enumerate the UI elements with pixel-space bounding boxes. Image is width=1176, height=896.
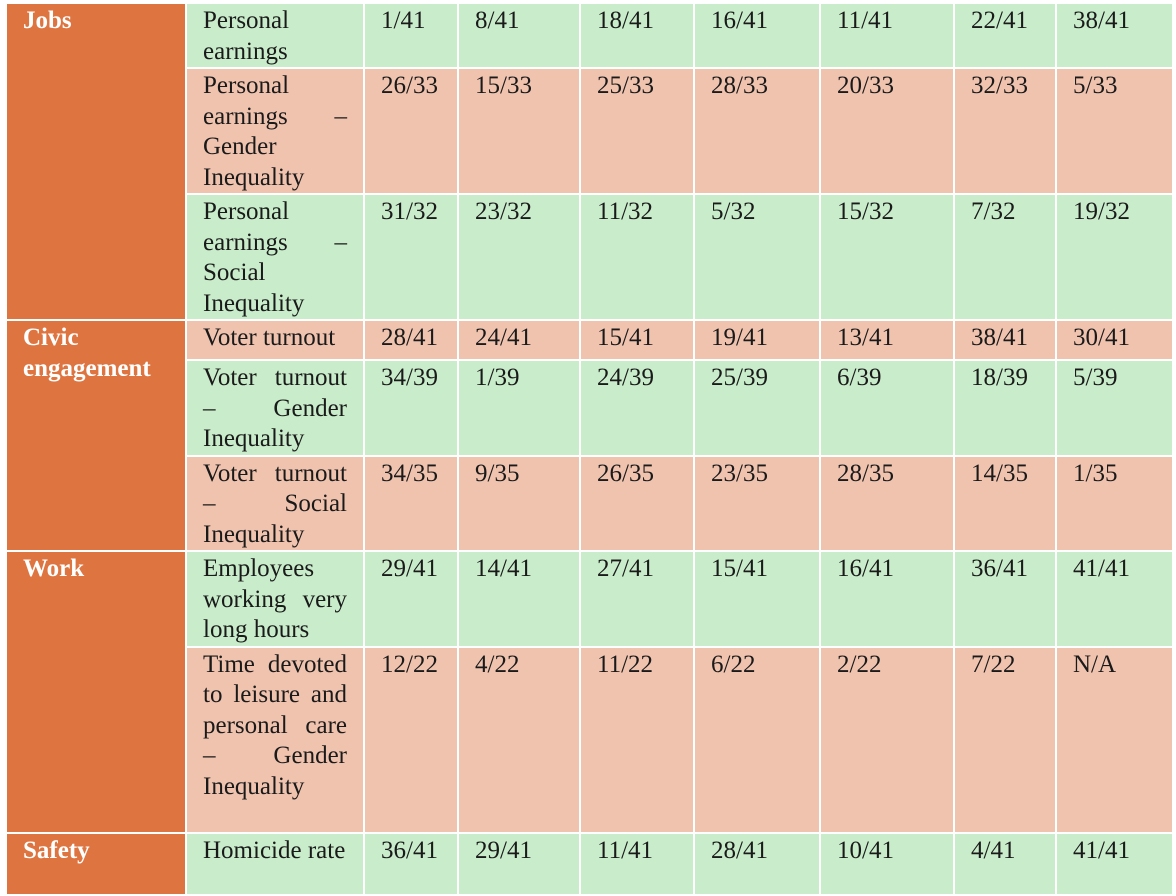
rank-cell: 38/41 (1055, 2, 1174, 69)
category-cell-safety: Safety (5, 831, 187, 896)
rank-cell: 23/35 (693, 454, 821, 552)
rank-cell: 34/35 (363, 454, 459, 552)
rank-cell: N/A (1055, 645, 1174, 834)
rank-cell: 5/33 (1055, 67, 1174, 195)
indicator-cell: Voter turnout – Social Inequality (185, 454, 365, 552)
table-row: Personal earnings – Social Inequality 31… (6, 193, 1174, 321)
rank-cell: 4/41 (953, 831, 1057, 896)
rank-cell: 9/35 (457, 454, 581, 552)
table-row: Work Employees working very long hours 2… (5, 550, 1174, 834)
rank-cell: 22/41 (953, 2, 1057, 69)
rank-cell: 20/33 (819, 67, 955, 195)
rank-cell: 36/41 (363, 831, 459, 896)
indicator-cell: Voter turnout (185, 319, 365, 361)
indicator-cell: Homicide rate (185, 831, 365, 896)
rank-cell: 15/41 (579, 319, 695, 361)
rank-cell: 25/39 (693, 359, 821, 457)
rank-cell: 30/41 (1055, 319, 1174, 361)
category-cell-jobs: Jobs (5, 2, 187, 321)
rank-cell: 31/32 (363, 193, 459, 321)
table-row: Civic engagement Voter turnout 28/41 24/… (5, 319, 1174, 552)
indicator-cell: Personal earnings – Social Inequality (185, 193, 365, 321)
rank-cell: 28/35 (819, 454, 955, 552)
table-row: Safety Homicide rate 36/41 29/41 11/41 2… (5, 831, 1174, 896)
rank-cell: 1/39 (457, 359, 581, 457)
indicator-cell: Voter turnout – Gender Inequality (185, 359, 365, 457)
rank-cell: 6/39 (819, 359, 955, 457)
rank-cell: 13/41 (819, 319, 955, 361)
rank-cell: 41/41 (1055, 550, 1174, 648)
rank-cell: 7/32 (953, 193, 1057, 321)
rank-cell: 36/41 (953, 550, 1057, 648)
category-cell-work: Work (5, 550, 187, 834)
rank-cell: 29/41 (363, 550, 459, 648)
rank-cell: 1/41 (363, 2, 459, 69)
rank-cell: 10/41 (819, 831, 955, 896)
rank-cell: 26/33 (363, 67, 459, 195)
rank-cell: 1/35 (1055, 454, 1174, 552)
rank-cell: 5/32 (693, 193, 821, 321)
rank-cell: 18/39 (953, 359, 1057, 457)
rank-cell: 26/35 (579, 454, 695, 552)
rank-cell: 38/41 (953, 319, 1057, 361)
rank-cell: 19/32 (1055, 193, 1174, 321)
rank-cell: 7/22 (953, 645, 1057, 834)
rank-cell: 16/41 (819, 550, 955, 648)
rank-cell: 5/39 (1055, 359, 1174, 457)
rank-cell: 11/22 (579, 645, 695, 834)
table-row: Voter turnout – Social Inequality 34/35 … (6, 454, 1174, 552)
indicator-cell: Personal earnings – Gender Inequality (185, 67, 365, 195)
rank-cell: 28/33 (693, 67, 821, 195)
rank-cell: 32/33 (953, 67, 1057, 195)
indicator-cell: Personal earnings (185, 2, 365, 69)
rank-cell: 19/41 (693, 319, 821, 361)
ranking-table: Jobs Personal earnings 1/41 8/41 18/41 1… (5, 2, 1174, 896)
rank-cell: 24/39 (579, 359, 695, 457)
rank-cell: 28/41 (693, 831, 821, 896)
category-cell-civic-engagement: Civic engagement (5, 319, 187, 552)
indicator-cell: Time devoted to leisure and personal car… (185, 645, 365, 834)
rank-cell: 8/41 (457, 2, 581, 69)
rank-cell: 14/35 (953, 454, 1057, 552)
rank-cell: 34/39 (363, 359, 459, 457)
rank-cell: 41/41 (1055, 831, 1174, 896)
rank-cell: 6/22 (693, 645, 821, 834)
table-row: Jobs Personal earnings 1/41 8/41 18/41 1… (5, 2, 1174, 321)
rank-cell: 14/41 (457, 550, 581, 648)
rank-cell: 12/22 (363, 645, 459, 834)
rank-cell: 27/41 (579, 550, 695, 648)
rank-cell: 25/33 (579, 67, 695, 195)
rank-cell: 4/22 (457, 645, 581, 834)
rank-cell: 24/41 (457, 319, 581, 361)
rank-cell: 15/32 (819, 193, 955, 321)
rank-cell: 11/41 (819, 2, 955, 69)
rank-cell: 28/41 (363, 319, 459, 361)
rank-cell: 2/22 (819, 645, 955, 834)
rank-cell: 15/33 (457, 67, 581, 195)
rank-cell: 11/32 (579, 193, 695, 321)
rank-cell: 23/32 (457, 193, 581, 321)
rank-cell: 15/41 (693, 550, 821, 648)
indicator-cell: Employees working very long hours (185, 550, 365, 648)
rank-cell: 16/41 (693, 2, 821, 69)
table-row: Time devoted to leisure and personal car… (6, 645, 1174, 834)
table-row: Personal earnings – Gender Inequality 26… (6, 67, 1174, 195)
rank-cell: 18/41 (579, 2, 695, 69)
rank-cell: 29/41 (457, 831, 581, 896)
rank-cell: 11/41 (579, 831, 695, 896)
table-row: Voter turnout – Gender Inequality 34/39 … (6, 359, 1174, 457)
